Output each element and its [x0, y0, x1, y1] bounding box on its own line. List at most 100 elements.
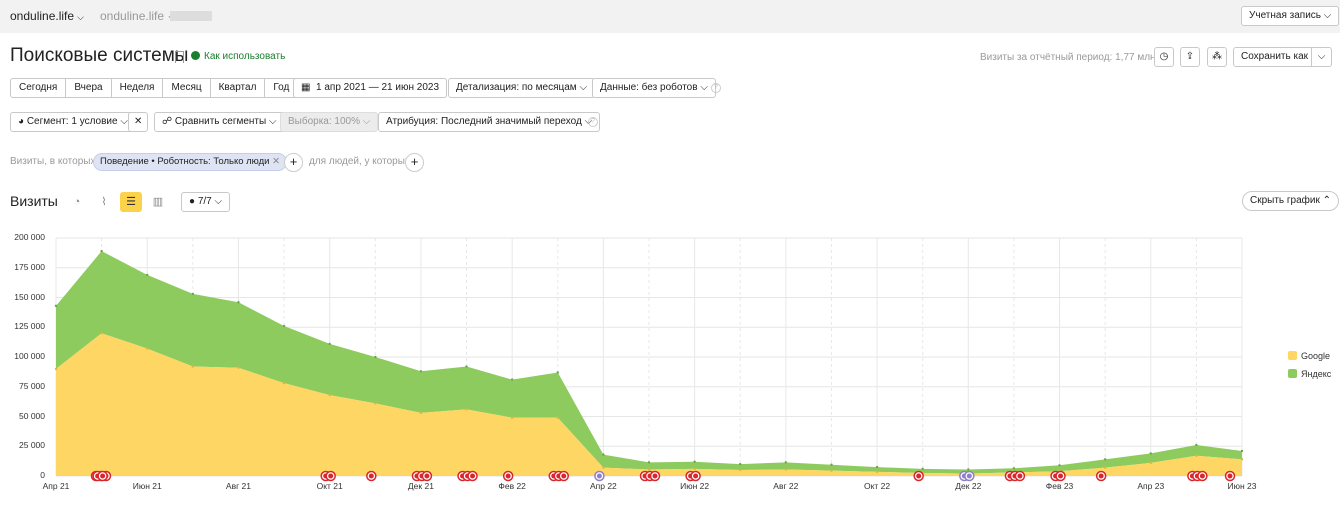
google-point[interactable] [830, 469, 833, 472]
yandex-point[interactable] [1058, 464, 1061, 467]
yandex-point[interactable] [1103, 458, 1107, 461]
annotation-marker-dot [1199, 473, 1205, 479]
close-icon[interactable]: ✕ [272, 156, 281, 167]
yandex-point[interactable] [100, 249, 103, 253]
x-tick-label: Окт 22 [863, 481, 891, 491]
legend-yandex-label: Яндекс [1301, 369, 1332, 379]
yandex-point[interactable] [967, 468, 970, 471]
annotation-marker-dot [424, 473, 430, 479]
visits-filter-label: Визиты, в которых [10, 156, 96, 167]
google-point[interactable] [374, 402, 377, 405]
yandex-point[interactable] [54, 304, 58, 308]
yandex-point[interactable] [739, 462, 742, 466]
chevron-down-icon: ⌵ [120, 116, 128, 127]
period-today[interactable]: Сегодня [10, 78, 67, 98]
add-people-filter-button[interactable]: + [405, 153, 424, 172]
y-tick-label: 50 000 [19, 410, 45, 421]
period-quarter[interactable]: Квартал [210, 78, 266, 98]
data-dropdown[interactable]: Данные: без роботов ⌵ [592, 78, 716, 98]
google-point[interactable] [1240, 458, 1244, 461]
google-point[interactable] [54, 367, 58, 371]
yandex-point[interactable] [647, 461, 651, 464]
google-point[interactable] [191, 365, 195, 368]
yandex-point[interactable] [191, 292, 195, 296]
yandex-point[interactable] [146, 273, 149, 277]
yandex-point[interactable] [510, 378, 514, 381]
share-icon[interactable]: ⁂ [1207, 47, 1227, 67]
calendar-icon: ▦ [301, 82, 311, 93]
bar-chart-icon[interactable]: ▥ [152, 196, 164, 208]
line-chart-icon[interactable]: ⌇ [101, 196, 107, 208]
yandex-point[interactable] [921, 467, 924, 471]
yandex-point[interactable] [875, 465, 879, 469]
yandex-point[interactable] [374, 355, 377, 359]
google-point[interactable] [328, 393, 331, 397]
x-tick-label: Июн 22 [680, 481, 710, 491]
yandex-point[interactable] [1149, 452, 1152, 455]
segment-label: Сегмент: 1 условие [26, 116, 118, 127]
google-point[interactable] [739, 468, 742, 472]
period-week[interactable]: Неделя [111, 78, 164, 98]
google-point[interactable] [784, 468, 788, 471]
google-point[interactable] [419, 411, 423, 415]
yandex-point[interactable] [602, 453, 605, 456]
yandex-point[interactable] [237, 301, 240, 304]
yandex-point[interactable] [830, 463, 833, 466]
google-point[interactable] [146, 347, 149, 350]
google-point[interactable] [237, 366, 240, 369]
yandex-point[interactable] [1240, 449, 1244, 453]
site-selector[interactable]: onduline.life ⌵ [10, 9, 84, 23]
yandex-point[interactable] [465, 365, 468, 368]
legend-yandex[interactable]: Яндекс [1288, 369, 1331, 379]
period-month[interactable]: Месяц [163, 78, 211, 98]
yandex-point[interactable] [693, 460, 696, 463]
account-button[interactable]: Учетная запись ⌵ [1241, 6, 1340, 26]
segment-clear-button[interactable]: ✕ [128, 112, 149, 132]
save-menu-button[interactable]: ⌵ [1311, 47, 1332, 67]
yandex-point[interactable] [419, 370, 423, 373]
clock-icon[interactable]: ◷ [1154, 47, 1174, 67]
series-yandex-area[interactable] [56, 251, 1242, 474]
series-google-area[interactable] [56, 333, 1242, 476]
compare-segments-button[interactable]: ☍ Сравнить сегменты ⌵ [154, 112, 285, 132]
yandex-point[interactable] [1012, 467, 1016, 470]
yandex-point[interactable] [282, 324, 286, 328]
help-icon[interactable]: ? [711, 83, 721, 93]
google-point[interactable] [647, 468, 651, 471]
google-point[interactable] [465, 408, 468, 411]
chevron-down-icon: ⌵ [1317, 51, 1326, 62]
google-point[interactable] [693, 467, 696, 471]
google-point[interactable] [875, 470, 879, 474]
legend-google[interactable]: Google [1288, 351, 1330, 361]
sample-dropdown[interactable]: Выборка: 100% ⌵ [280, 112, 379, 132]
yandex-point[interactable] [784, 461, 788, 464]
google-point[interactable] [100, 332, 103, 335]
comments-dropdown[interactable]: ● 7/7 ⌵ [181, 192, 231, 212]
add-visit-filter-button[interactable]: + [284, 153, 303, 172]
yandex-point[interactable] [556, 371, 559, 374]
save-as-label: Сохранить как [1241, 51, 1309, 62]
period-yesterday[interactable]: Вчера [66, 78, 112, 98]
google-point[interactable] [510, 416, 514, 419]
howto-link[interactable]: Как использовать [191, 51, 285, 62]
pie-chart-icon[interactable]: ◔ [73, 196, 81, 208]
bookmark-icon[interactable] [175, 51, 184, 63]
google-point[interactable] [1149, 461, 1152, 465]
detail-dropdown[interactable]: Детализация: по месяцам ⌵ [448, 78, 596, 98]
google-point[interactable] [1195, 454, 1198, 457]
google-point[interactable] [1103, 466, 1107, 469]
google-point[interactable] [556, 416, 559, 419]
account-label: Учетная запись [1249, 10, 1322, 21]
yandex-point[interactable] [328, 342, 331, 346]
filter-condition-pill[interactable]: Поведение • Роботность: Только люди ✕ [93, 153, 288, 171]
google-point[interactable] [602, 466, 605, 469]
chevron-down-icon: ⌵ [1323, 10, 1332, 21]
google-point[interactable] [282, 381, 286, 385]
help-icon[interactable]: ? [588, 117, 598, 127]
date-range-button[interactable]: ▦ 1 апр 2021 — 21 июн 2023 [293, 78, 448, 98]
yandex-point[interactable] [1195, 443, 1198, 447]
hide-graph-button[interactable]: Скрыть график ⌃ [1242, 191, 1340, 211]
stacked-area-icon[interactable]: ☰ [120, 192, 142, 212]
export-icon[interactable]: ⇪ [1180, 47, 1200, 67]
